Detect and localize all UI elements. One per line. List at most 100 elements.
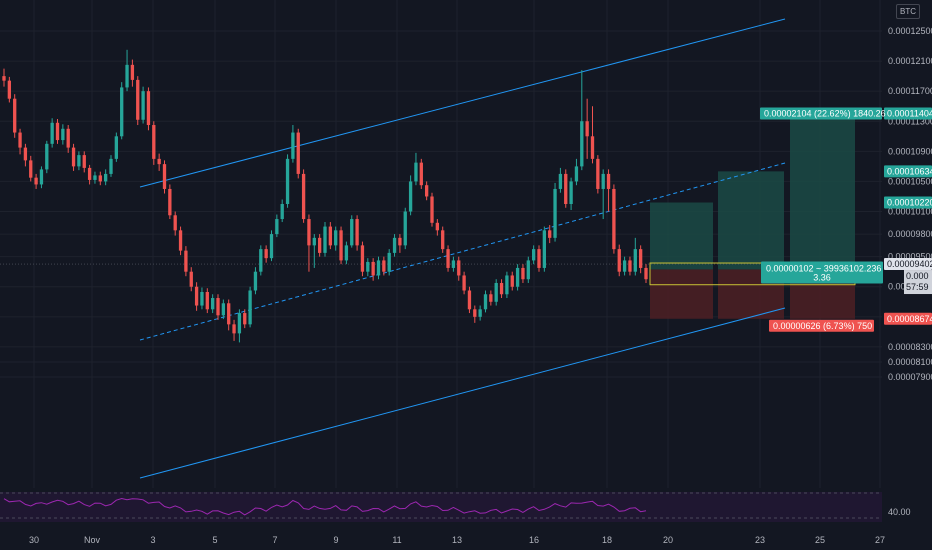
candle-body <box>120 87 124 137</box>
channel-upper-line <box>139 18 786 188</box>
candle-body <box>275 219 279 235</box>
candle-body <box>103 173 108 182</box>
x-tick-label: 9 <box>333 535 338 545</box>
candle-body <box>200 292 204 306</box>
candle-body <box>205 292 209 310</box>
profit-zone <box>650 202 713 270</box>
candle-body <box>515 267 520 287</box>
candle-body <box>548 230 552 238</box>
candle-body <box>414 162 418 182</box>
candle-body <box>125 64 129 88</box>
candle-body <box>601 173 605 189</box>
candle-body <box>301 173 306 220</box>
candle-body <box>505 275 509 295</box>
price-label-bg <box>884 258 932 271</box>
candle-body <box>61 128 65 141</box>
y-tick-label: 0.00007900 <box>888 372 932 382</box>
candle-body <box>71 147 76 167</box>
currency-badge[interactable]: BTC <box>896 4 920 19</box>
candle-body <box>574 166 579 182</box>
x-tick-label: Nov <box>84 535 101 545</box>
candle-body <box>489 294 493 302</box>
candle-body <box>350 219 354 246</box>
candle-body <box>45 143 49 170</box>
candle-body <box>280 204 284 220</box>
y-tick-label: 0.00009800 <box>888 229 932 239</box>
candle-body <box>376 260 381 276</box>
candle-body <box>457 260 461 276</box>
candle-body <box>451 260 456 268</box>
candle-body <box>146 91 151 126</box>
candle-body <box>478 309 482 317</box>
price-label: 0.00011404 <box>887 108 932 118</box>
rsi-background <box>0 492 882 522</box>
candle-body <box>66 128 70 148</box>
candle-body <box>2 76 6 81</box>
current-price-bg <box>904 270 932 295</box>
candle-body <box>285 158 290 204</box>
candle-body <box>622 260 627 272</box>
candle-body <box>237 313 242 334</box>
candle-body <box>157 158 161 165</box>
y-tick-label: 0.00012500 <box>888 26 932 36</box>
candle-body <box>473 309 477 317</box>
candle-body <box>23 147 28 161</box>
candle-body <box>253 271 258 291</box>
candle-body <box>441 230 445 250</box>
candle-body <box>264 249 268 259</box>
time-axis[interactable]: 30 Nov 3 5 7 9 11 13 16 18 20 23 25 27 <box>29 535 885 545</box>
candle-body <box>109 158 113 174</box>
candle-body <box>7 80 12 99</box>
y-tick-label: 0.00010900 <box>888 146 932 156</box>
candle-body <box>136 79 140 120</box>
candle-body <box>633 249 637 272</box>
rsi-panel: 40.00 <box>0 492 911 522</box>
candle-body <box>39 169 44 185</box>
candle-body <box>259 249 263 272</box>
candle-body <box>291 132 295 159</box>
profit-zone <box>718 171 784 270</box>
position-tool-zones <box>649 113 856 319</box>
candle-body <box>590 136 595 159</box>
x-tick-label: 7 <box>272 535 277 545</box>
profit-zone <box>790 113 855 270</box>
candle-body <box>87 167 92 180</box>
current-price-partial: 0.000 <box>906 271 929 281</box>
x-tick-label: 3 <box>150 535 155 545</box>
candle-body <box>537 249 541 268</box>
stop-label: 0.00000626 (6.73%) 750 <box>773 321 872 331</box>
price-label: 0.00009402 <box>887 259 932 269</box>
candle-body <box>55 122 60 141</box>
candle-body <box>355 219 359 246</box>
candle-body <box>521 267 525 280</box>
candle-body <box>569 181 573 204</box>
candle-body <box>312 237 316 246</box>
y-tick-label: 0.00010100 <box>888 207 932 217</box>
candle-body <box>596 158 600 189</box>
x-tick-label: 18 <box>602 535 612 545</box>
candle-body <box>526 260 530 280</box>
channel-lower-line <box>139 307 786 479</box>
price-label-bg <box>884 196 932 209</box>
candle-body <box>580 121 584 167</box>
candle-body <box>638 249 643 268</box>
candle-body <box>606 173 611 189</box>
candle-body <box>184 250 188 272</box>
candle-body <box>387 252 391 272</box>
candle-body <box>77 155 81 167</box>
candle-body <box>617 249 621 272</box>
x-tick-label: 13 <box>452 535 462 545</box>
candle-body <box>531 249 536 261</box>
candle-body <box>34 177 38 185</box>
x-tick-label: 30 <box>29 535 39 545</box>
candle-body <box>307 219 311 246</box>
candle-body <box>173 215 177 231</box>
x-tick-label: 16 <box>529 535 539 545</box>
x-tick-label: 5 <box>212 535 217 545</box>
candle-body <box>494 282 498 302</box>
price-channel <box>0 18 882 479</box>
candle-body <box>178 230 183 251</box>
candle-body <box>29 160 33 178</box>
candle-body <box>366 261 370 272</box>
